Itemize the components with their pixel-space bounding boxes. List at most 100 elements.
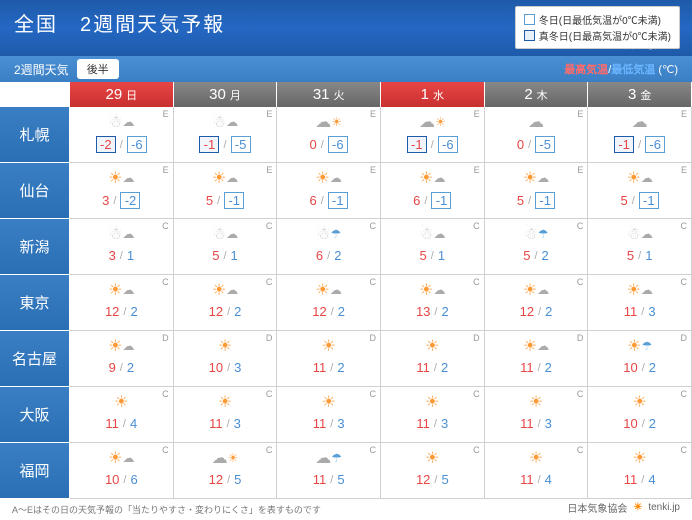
fuyu-legend-text: 冬日(日最低気温が0℃未満) <box>539 12 661 27</box>
forecast-cell: C☀10/2 <box>588 387 692 443</box>
weather-icon: ☁☂ <box>281 446 376 470</box>
weather-icon: ☀ <box>281 390 376 414</box>
city-福岡: 福岡 <box>0 443 70 499</box>
forecast-cell: E☁☀-1/-6 <box>381 107 485 163</box>
forecast-cell: C☃☁5/1 <box>174 219 278 275</box>
weather-icon: ☀ <box>592 446 687 470</box>
forecast-cell: D☀10/3 <box>174 331 278 387</box>
confidence-label: E <box>163 165 169 175</box>
forecast-cell: E☁-1/-6 <box>588 107 692 163</box>
weather-icon: ☀☁ <box>592 166 687 190</box>
weather-icon: ☀☁ <box>489 166 584 190</box>
lo-temp-label: 最低気温 <box>611 64 655 76</box>
site-name: tenki.jp <box>648 502 680 513</box>
confidence-label: C <box>162 445 169 455</box>
weather-icon: ☀☁ <box>385 278 480 302</box>
forecast-cell: C☀☁10/6 <box>70 443 174 499</box>
subheader: 2週間天気 後半 最高気温/最低気温 (℃) <box>0 56 692 82</box>
site-logo-icon: ☀ <box>633 502 642 513</box>
weather-icon: ☀ <box>385 390 480 414</box>
forecast-cell: C☀11/3 <box>277 387 381 443</box>
weather-icon: ☀☁ <box>385 166 480 190</box>
confidence-label: C <box>577 389 584 399</box>
confidence-label: E <box>577 165 583 175</box>
weather-icon: ☁ <box>592 110 687 134</box>
period-tab[interactable]: 後半 <box>77 59 119 79</box>
forecast-cell: E☃☁-1/-5 <box>174 107 278 163</box>
weather-icon: ☀☁ <box>281 278 376 302</box>
weather-icon: ☁ <box>489 110 584 134</box>
forecast-cell: C☃☁5/1 <box>381 219 485 275</box>
confidence-label: C <box>162 221 169 231</box>
confidence-label: E <box>163 109 169 119</box>
city-新潟: 新潟 <box>0 219 70 275</box>
weather-icon: ☀☁ <box>74 334 169 358</box>
confidence-label: C <box>680 445 687 455</box>
forecast-cell: D☀☂10/2 <box>588 331 692 387</box>
confidence-label: C <box>266 221 273 231</box>
forecast-cell: C☀☁12/2 <box>70 275 174 331</box>
header: 冬日(日最低気温が0℃未満) 真冬日(日最高気温が0℃未満) 全国 2週間天気予… <box>0 0 692 56</box>
day-header-2: 2木 <box>485 82 589 107</box>
confidence-label: C <box>369 389 376 399</box>
confidence-label: D <box>162 333 169 343</box>
forecast-cell: D☀11/2 <box>277 331 381 387</box>
org-name: 日本気象協会 <box>567 500 627 515</box>
forecast-cell: E☀☁6/-1 <box>381 163 485 219</box>
confidence-label: D <box>473 333 480 343</box>
city-東京: 東京 <box>0 275 70 331</box>
weather-icon: ☃☂ <box>281 222 376 246</box>
day-header-1: 1水 <box>381 82 485 107</box>
confidence-label: E <box>266 109 272 119</box>
weather-icon: ☀ <box>178 390 273 414</box>
mafuyu-legend-icon <box>524 30 535 41</box>
empty-corner <box>0 82 70 107</box>
confidence-label: D <box>369 333 376 343</box>
weather-icon: ☀ <box>592 390 687 414</box>
forecast-cell: C☀11/3 <box>174 387 278 443</box>
confidence-label: E <box>474 165 480 175</box>
confidence-label: E <box>266 165 272 175</box>
weather-icon: ☁☀ <box>178 446 273 470</box>
city-大阪: 大阪 <box>0 387 70 443</box>
weather-icon: ☀ <box>489 446 584 470</box>
weather-icon: ☀☁ <box>178 278 273 302</box>
confidence-label: C <box>266 277 273 287</box>
confidence-label: C <box>577 445 584 455</box>
forecast-cell: C☀12/5 <box>381 443 485 499</box>
weather-icon: ☀ <box>74 390 169 414</box>
hi-temp-label: 最高気温 <box>564 64 608 76</box>
day-header-31: 31火 <box>277 82 381 107</box>
forecast-cell: D☀☁11/2 <box>485 331 589 387</box>
confidence-label: D <box>266 333 273 343</box>
confidence-label: E <box>681 109 687 119</box>
forecast-cell: C☀☁12/2 <box>485 275 589 331</box>
confidence-label: C <box>680 389 687 399</box>
weather-icon: ☃☁ <box>178 222 273 246</box>
weather-icon: ☃☁ <box>74 110 169 134</box>
confidence-label: C <box>369 221 376 231</box>
confidence-label: C <box>266 445 273 455</box>
forecast-cell: C☀11/4 <box>485 443 589 499</box>
forecast-cell: C☃☂5/2 <box>485 219 589 275</box>
forecast-cell: C☃☁3/1 <box>70 219 174 275</box>
day-header-30: 30月 <box>174 82 278 107</box>
forecast-cell: E☀☁3/-2 <box>70 163 174 219</box>
weather-icon: ☃☁ <box>74 222 169 246</box>
confidence-label: C <box>162 389 169 399</box>
forecast-cell: E☀☁6/-1 <box>277 163 381 219</box>
forecast-cell: C☀☁11/3 <box>588 275 692 331</box>
confidence-label: C <box>369 445 376 455</box>
period-label: 2週間天気 <box>14 61 69 78</box>
forecast-cell: E☀☁5/-1 <box>485 163 589 219</box>
forecast-cell: E☁0/-5 <box>485 107 589 163</box>
forecast-cell: C☀☁13/2 <box>381 275 485 331</box>
forecast-cell: C☀11/4 <box>588 443 692 499</box>
forecast-cell: E☀☁5/-1 <box>588 163 692 219</box>
day-header-29: 29日 <box>70 82 174 107</box>
confidence-label: E <box>577 109 583 119</box>
weather-icon: ☀☁ <box>74 446 169 470</box>
weather-icon: ☃☁ <box>385 222 480 246</box>
mafuyu-legend-text: 真冬日(日最高気温が0℃未満) <box>539 28 671 43</box>
confidence-label: C <box>266 389 273 399</box>
